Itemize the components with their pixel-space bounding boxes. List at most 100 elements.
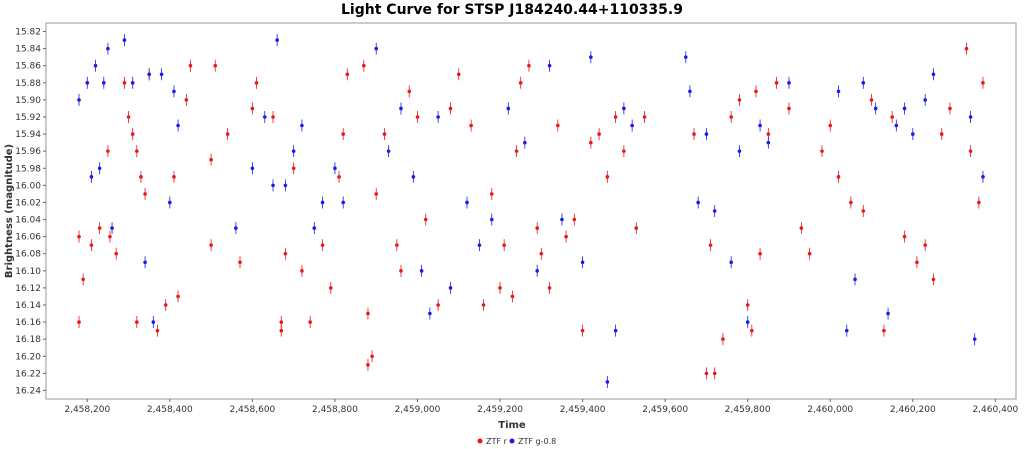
data-point <box>188 63 193 68</box>
data-point <box>853 277 857 282</box>
x-tick-label: 2,459,400 <box>560 405 606 415</box>
data-point <box>547 63 552 68</box>
legend-label-ztf-r: ZTF r <box>486 437 508 446</box>
data-point <box>110 226 114 230</box>
data-point <box>745 303 750 307</box>
data-point <box>382 132 387 136</box>
data-point <box>279 328 284 333</box>
data-point <box>262 115 267 119</box>
legend-label-ztf-g: ZTF g-0.8 <box>518 437 556 446</box>
data-point <box>712 209 717 213</box>
data-point <box>535 269 539 273</box>
data-point <box>828 123 833 128</box>
data-point <box>279 320 284 324</box>
data-point <box>481 303 486 307</box>
data-point <box>869 98 874 102</box>
data-point <box>477 243 482 247</box>
data-point <box>605 175 610 179</box>
data-point <box>712 371 717 376</box>
data-point <box>589 55 593 59</box>
legend: ZTF r ZTF g-0.8 <box>477 437 556 446</box>
data-point <box>902 106 907 111</box>
y-tick-label: 16.10 <box>15 267 41 277</box>
data-point <box>737 149 742 153</box>
data-point <box>498 286 502 290</box>
data-point <box>97 226 102 230</box>
plot-area <box>45 22 1017 400</box>
data-point <box>399 269 403 273</box>
data-point <box>556 123 560 128</box>
data-point <box>911 132 915 136</box>
data-point <box>469 123 473 128</box>
data-point <box>423 217 428 222</box>
data-point <box>894 123 899 128</box>
data-point <box>370 354 374 359</box>
data-point <box>844 328 849 333</box>
x-tick-label: 2,460,200 <box>890 405 936 415</box>
y-tick-label: 16.12 <box>15 284 41 294</box>
y-tick-label: 15.94 <box>15 130 41 140</box>
data-point <box>106 149 110 153</box>
data-point <box>374 192 379 196</box>
data-point <box>968 149 973 153</box>
data-point <box>411 175 416 179</box>
data-point <box>729 115 733 119</box>
data-point <box>968 115 973 119</box>
data-point <box>981 81 985 85</box>
data-point <box>836 175 841 179</box>
data-point <box>572 217 577 222</box>
y-tick-label: 16.14 <box>15 301 41 311</box>
data-point <box>902 234 907 239</box>
data-point <box>108 234 112 239</box>
data-point <box>329 286 333 290</box>
data-point <box>704 132 709 136</box>
data-point <box>374 46 379 51</box>
y-axis-label: Brightness (magnitude) <box>4 144 15 278</box>
data-point <box>300 123 304 128</box>
data-point <box>341 132 345 136</box>
y-tick-label: 16.24 <box>15 386 41 396</box>
data-point <box>283 183 288 188</box>
data-point <box>448 286 453 290</box>
data-point <box>820 149 824 153</box>
data-point <box>502 243 506 247</box>
y-tick-label: 15.96 <box>15 147 41 157</box>
data-point <box>807 251 812 256</box>
data-point <box>114 251 118 256</box>
data-point <box>254 81 259 85</box>
y-tick-label: 15.88 <box>15 79 41 89</box>
data-point <box>939 132 944 136</box>
data-point <box>489 217 494 222</box>
data-point <box>510 294 515 299</box>
data-point <box>931 277 936 282</box>
data-point <box>787 106 791 111</box>
data-point <box>126 115 131 119</box>
data-point <box>948 106 952 111</box>
data-point <box>77 98 81 102</box>
data-point <box>139 175 143 179</box>
data-point <box>362 63 366 68</box>
data-point <box>547 286 552 290</box>
data-point <box>799 226 804 230</box>
data-point <box>915 260 919 265</box>
data-point <box>333 166 337 171</box>
data-point <box>238 260 242 265</box>
data-point <box>931 72 936 77</box>
x-tick-label: 2,460,400 <box>972 405 1018 415</box>
data-point <box>977 200 981 205</box>
data-point <box>366 363 370 367</box>
data-point <box>456 72 461 77</box>
data-point <box>766 140 771 145</box>
data-point <box>836 89 841 94</box>
data-point <box>527 63 531 68</box>
y-tick-label: 16.16 <box>15 318 41 328</box>
y-tick-label: 16.00 <box>15 181 41 191</box>
data-point <box>758 123 762 128</box>
data-point <box>774 81 779 85</box>
data-point <box>320 243 325 247</box>
data-point <box>81 277 85 282</box>
data-point <box>209 243 213 247</box>
chart-title: Light Curve for STSP J184240.44+110335.9 <box>341 2 683 18</box>
data-point <box>271 115 275 119</box>
